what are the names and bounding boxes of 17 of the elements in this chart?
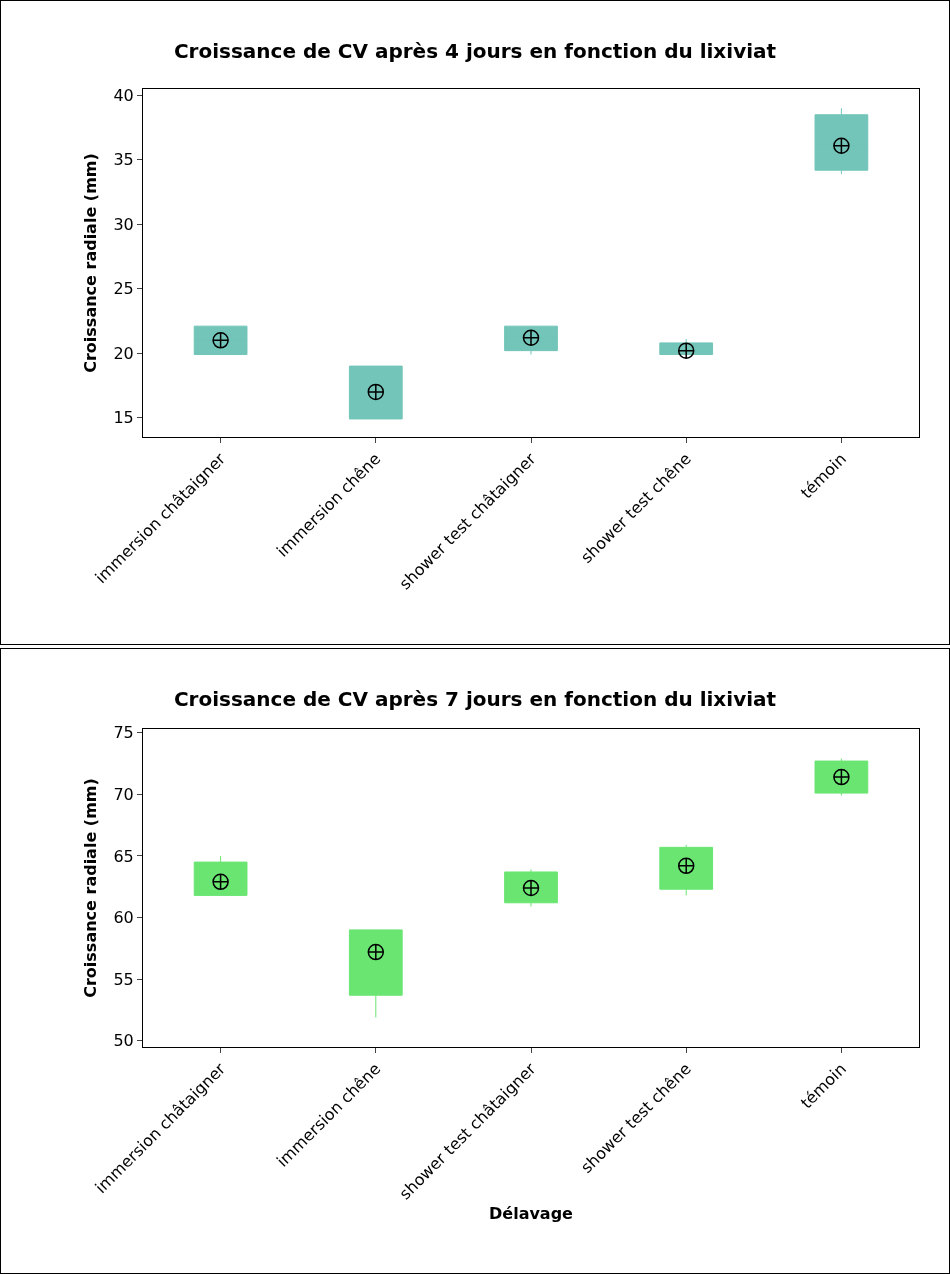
- chart-title: Croissance de CV après 4 jours en fonction du lixiviat: [173, 39, 777, 63]
- y-tick-label: 40: [113, 86, 134, 106]
- y-tick-label: 25: [113, 279, 134, 299]
- y-axis-title: Croissance radiale (mm): [81, 778, 101, 998]
- y-tick-label: 70: [113, 784, 134, 804]
- y-tick-label: 55: [113, 969, 134, 989]
- chart-title: Croissance de CV après 7 jours en fonction du lixiviat: [173, 687, 777, 711]
- x-axis-title: Délavage: [489, 1203, 574, 1223]
- y-tick-label: 35: [113, 150, 134, 170]
- y-tick-label: 50: [113, 1031, 134, 1051]
- y-tick-label: 15: [113, 408, 134, 428]
- y-axis-title: Croissance radiale (mm): [81, 153, 101, 373]
- y-tick-label: 20: [113, 343, 134, 363]
- y-tick-label: 60: [113, 908, 134, 928]
- y-tick-label: 75: [113, 723, 134, 743]
- y-tick-label: 30: [113, 214, 134, 234]
- y-tick-label: 65: [113, 846, 134, 866]
